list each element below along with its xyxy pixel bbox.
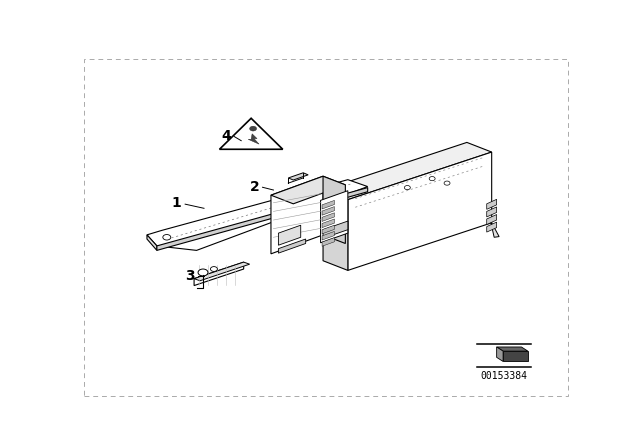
Polygon shape — [323, 142, 492, 200]
Polygon shape — [503, 351, 528, 362]
Polygon shape — [348, 152, 492, 271]
Polygon shape — [288, 173, 308, 180]
Circle shape — [250, 126, 257, 131]
Polygon shape — [157, 188, 367, 250]
Polygon shape — [278, 239, 306, 253]
Polygon shape — [322, 225, 335, 234]
Polygon shape — [194, 262, 250, 281]
Polygon shape — [322, 237, 335, 246]
Circle shape — [404, 185, 410, 190]
Polygon shape — [322, 232, 335, 240]
Text: 1: 1 — [172, 196, 182, 210]
Polygon shape — [248, 134, 259, 144]
Polygon shape — [486, 199, 497, 209]
Polygon shape — [486, 215, 497, 224]
Circle shape — [163, 234, 171, 240]
Polygon shape — [220, 118, 283, 149]
Polygon shape — [321, 191, 348, 243]
Circle shape — [211, 267, 218, 271]
Polygon shape — [491, 222, 499, 237]
Polygon shape — [486, 222, 497, 232]
Polygon shape — [497, 347, 503, 362]
Circle shape — [198, 269, 208, 276]
Polygon shape — [323, 221, 348, 238]
Text: 00153384: 00153384 — [481, 371, 527, 381]
Polygon shape — [271, 176, 346, 204]
Text: 3: 3 — [186, 269, 195, 283]
Polygon shape — [271, 176, 323, 254]
Polygon shape — [322, 213, 335, 221]
Polygon shape — [323, 176, 346, 244]
Text: 2: 2 — [250, 180, 259, 194]
Polygon shape — [322, 219, 335, 228]
Circle shape — [429, 177, 435, 181]
Polygon shape — [323, 190, 348, 271]
Polygon shape — [486, 207, 497, 217]
Circle shape — [444, 181, 450, 185]
Polygon shape — [147, 235, 157, 250]
Text: 4: 4 — [221, 129, 231, 143]
Polygon shape — [147, 180, 367, 250]
Polygon shape — [278, 225, 301, 245]
Polygon shape — [322, 200, 335, 209]
Polygon shape — [194, 262, 244, 285]
Polygon shape — [497, 347, 528, 351]
Polygon shape — [322, 207, 335, 215]
